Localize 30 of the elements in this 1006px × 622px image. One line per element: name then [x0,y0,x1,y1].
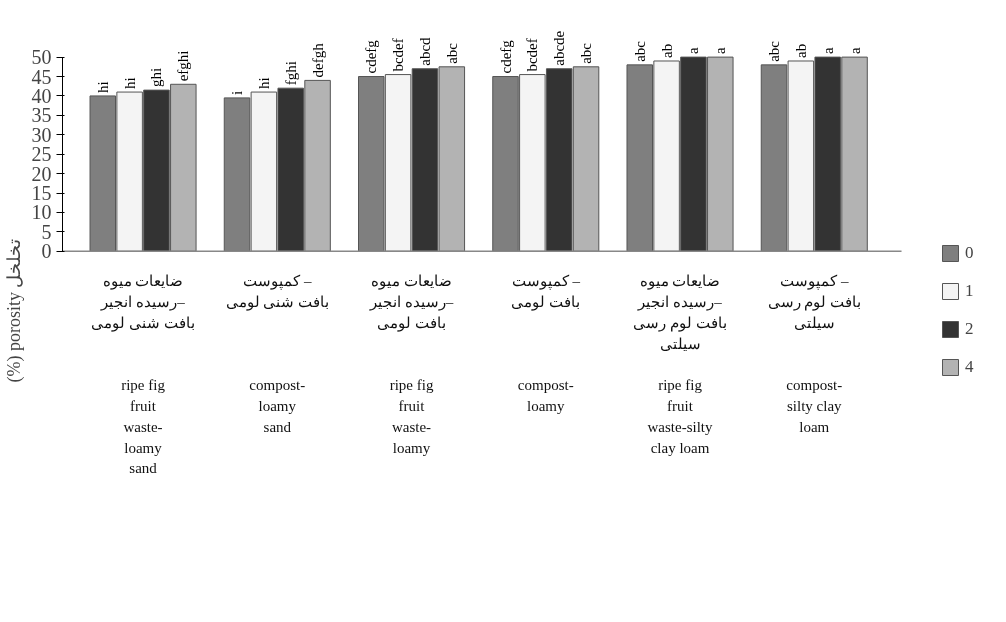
data-label: abc [578,42,595,64]
data-label: defgh [309,42,326,78]
data-label: abc [631,40,648,62]
data-label: a [685,47,702,55]
data-label: bcdef [524,38,541,72]
data-label: abc [766,40,782,62]
data-label: a [819,47,836,55]
data-label: hi [121,77,138,90]
data-label: ab [658,43,675,58]
y-tick-label: 0 [41,240,52,263]
data-label: abc [443,42,460,64]
data-label: cdefg [363,39,380,74]
data-label: bcdef [390,38,407,72]
data-label: ghi [148,67,165,88]
data-label: i [229,90,246,95]
data-label: hi [255,77,272,90]
data-label: cdefg [497,39,514,74]
data-label: a [712,47,729,55]
legend-label: 4 [965,357,975,377]
legend-label: 0 [965,243,975,263]
data-label: fghi [282,61,299,86]
legend-label: 2 [965,319,975,339]
data-label: efghi [175,50,192,82]
data-label: ab [792,43,809,58]
data-label: a [846,47,863,55]
data-label: abcd [416,36,433,66]
data-label: abcde [551,30,568,66]
y-axis-title: (%) porosity تخلخل [3,238,25,383]
data-label: hi [94,81,111,93]
legend-label: 1 [965,281,975,301]
